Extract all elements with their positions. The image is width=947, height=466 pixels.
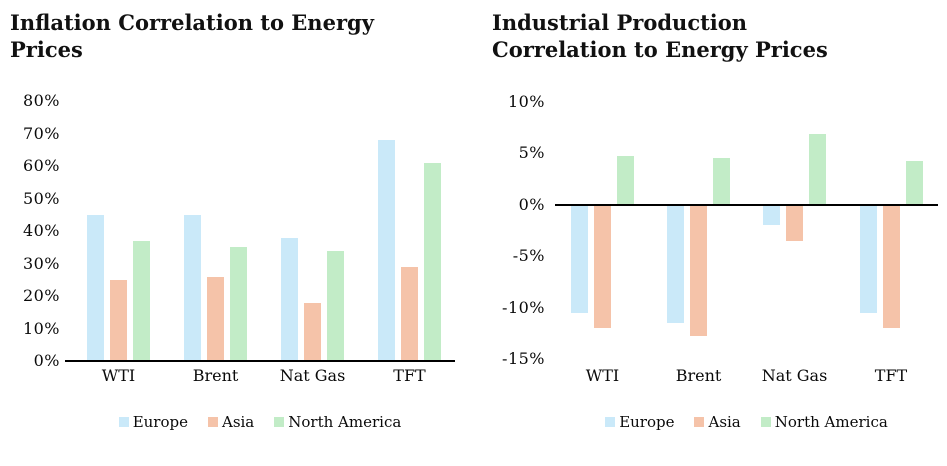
legend-swatch-icon bbox=[694, 417, 705, 427]
x-axis-category-label: WTI bbox=[101, 366, 136, 385]
chart-title-line2: Correlation to Energy Prices bbox=[492, 37, 828, 62]
chart-industrial-production-correlation: Industrial Production Correlation to Ene… bbox=[473, 0, 947, 466]
bar-north-america-tft bbox=[905, 161, 923, 205]
legend-swatch-icon bbox=[118, 417, 129, 427]
chart-inflation-correlation: Inflation Correlation to Energy Prices 8… bbox=[0, 0, 473, 466]
bar-europe-brent bbox=[667, 204, 684, 323]
legend-swatch-icon bbox=[274, 417, 285, 427]
y-axis-tick-label: -5% bbox=[512, 246, 545, 265]
bar-asia-tft bbox=[401, 266, 418, 361]
legend-label: Asia bbox=[708, 413, 741, 431]
bar-europe-wti bbox=[571, 204, 588, 313]
y-axis-tick-label: 0% bbox=[33, 351, 60, 370]
bar-asia-wti bbox=[594, 204, 611, 329]
bar-europe-wti bbox=[87, 214, 104, 361]
x-axis-category-label: Nat Gas bbox=[279, 366, 346, 385]
bar-north-america-nat-gas bbox=[327, 250, 344, 361]
bar-europe-tft bbox=[378, 140, 395, 361]
bar-europe-tft bbox=[859, 204, 877, 313]
legend-label: Europe bbox=[619, 413, 675, 431]
bar-asia-brent bbox=[690, 204, 707, 337]
bar-north-america-tft bbox=[424, 162, 441, 361]
x-axis-line bbox=[555, 203, 938, 206]
bar-north-america-brent bbox=[230, 247, 247, 361]
bar-europe-brent bbox=[184, 214, 201, 361]
bar-north-america-wti bbox=[617, 156, 634, 205]
legend-label: Asia bbox=[221, 413, 255, 431]
legend-label: North America bbox=[774, 413, 888, 431]
legend-item-europe: Europe bbox=[118, 413, 188, 431]
chart-title-line2: Prices bbox=[10, 37, 83, 62]
legend-swatch-icon bbox=[605, 417, 616, 427]
legend-swatch-icon bbox=[207, 417, 218, 427]
legend-swatch-icon bbox=[760, 417, 771, 427]
legend-label: Europe bbox=[132, 413, 188, 431]
y-axis-tick-label: 30% bbox=[22, 253, 60, 273]
x-axis-category-label: Nat Gas bbox=[761, 366, 828, 385]
x-axis-line bbox=[65, 360, 455, 362]
x-axis-category-label: Brent bbox=[192, 366, 239, 385]
x-axis-category-label: Brent bbox=[675, 366, 722, 385]
legend-item-north-america: North America bbox=[274, 414, 401, 430]
bar-asia-tft bbox=[882, 204, 900, 329]
bar-europe-nat-gas bbox=[763, 204, 780, 226]
x-axis-category-label: TFT bbox=[393, 366, 426, 385]
chart-title: Industrial Production Correlation to Ene… bbox=[492, 9, 828, 63]
y-axis-tick-label: 5% bbox=[518, 143, 545, 162]
legend-item-north-america: North America bbox=[760, 413, 888, 431]
legend: Europe Asia North America bbox=[555, 414, 938, 430]
bar-asia-nat-gas bbox=[304, 302, 321, 361]
x-axis-category-label: WTI bbox=[585, 366, 620, 385]
y-axis-tick-label: 60% bbox=[22, 156, 60, 175]
x-axis-category-label: TFT bbox=[874, 366, 908, 385]
legend-label: North America bbox=[288, 413, 402, 431]
bar-north-america-wti bbox=[133, 240, 150, 361]
y-axis-tick-label: 0% bbox=[518, 194, 545, 214]
y-axis-tick-label: 10% bbox=[507, 91, 545, 111]
bar-asia-wti bbox=[110, 279, 127, 361]
y-axis-tick-label: 80% bbox=[22, 91, 60, 110]
y-axis-tick-label: -15% bbox=[502, 349, 545, 368]
bar-north-america-nat-gas bbox=[809, 134, 826, 205]
chart-title-line1: Industrial Production bbox=[492, 10, 748, 35]
bar-europe-nat-gas bbox=[281, 237, 298, 361]
bar-asia-nat-gas bbox=[786, 204, 803, 241]
y-axis-tick-label: 40% bbox=[22, 221, 60, 240]
y-axis-tick-label: 50% bbox=[22, 188, 60, 208]
legend-item-europe: Europe bbox=[605, 414, 674, 430]
y-axis-tick-label: 20% bbox=[22, 286, 60, 305]
legend-item-asia: Asia bbox=[207, 413, 255, 431]
y-axis-tick-label: 70% bbox=[22, 123, 60, 143]
legend: Europe Asia North America bbox=[65, 414, 455, 430]
y-axis-tick-label: 10% bbox=[22, 318, 60, 338]
bar-asia-brent bbox=[207, 276, 224, 361]
chart-title-line1: Inflation Correlation to Energy bbox=[10, 10, 374, 35]
chart-title: Inflation Correlation to Energy Prices bbox=[10, 9, 374, 63]
y-axis-tick-label: -10% bbox=[502, 297, 545, 317]
legend-item-asia: Asia bbox=[694, 413, 741, 431]
bar-north-america-brent bbox=[713, 158, 730, 205]
